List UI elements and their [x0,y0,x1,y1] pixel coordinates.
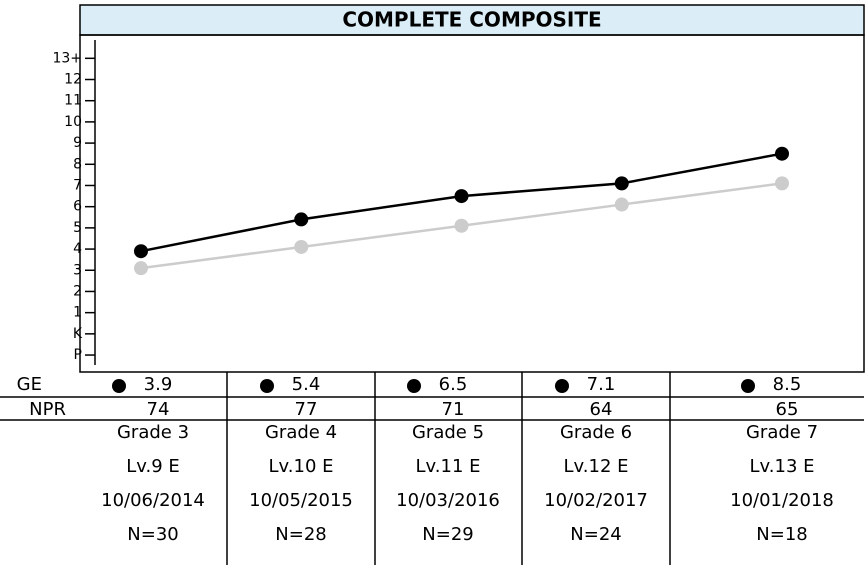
ge-bullet [260,379,274,393]
npr-value: 77 [295,399,318,420]
ge-value: 8.5 [773,374,802,395]
column-level: Lv.13 E [749,456,814,477]
column-grade: Grade 7 [746,422,818,443]
column-date: 10/06/2014 [101,490,205,511]
ge-value: 3.9 [144,374,173,395]
column-date: 10/02/2017 [544,490,648,511]
point [775,176,789,191]
y-tick-label: 7 [73,177,82,193]
row-label: GE [17,374,42,395]
npr-value: 64 [590,399,613,420]
y-tick-label: 9 [73,135,82,151]
y-tick-label: 4 [73,241,82,257]
column-n: N=18 [756,524,807,545]
ge-bullet [407,379,421,393]
point [294,212,309,227]
npr-value: 65 [776,399,799,420]
plot-frame [79,34,865,373]
column-grade: Grade 4 [265,422,337,443]
y-tick-label: 2 [73,283,82,299]
column-level: Lv.10 E [268,456,333,477]
point [294,239,309,254]
y-tick-label: 8 [73,156,82,172]
y-tick-label: 12 [64,72,82,88]
ge-bullet [741,379,755,393]
ge-value: 6.5 [439,374,468,395]
y-tick-label: 1 [73,305,82,321]
point [454,189,469,204]
point [775,146,789,161]
column-n: N=30 [127,524,178,545]
column-date: 10/01/2018 [730,490,834,511]
ge-value: 5.4 [292,374,321,395]
y-tick-label: 5 [73,220,82,236]
y-tick-label: 3 [73,262,82,278]
column-n: N=28 [275,524,326,545]
npr-value: 74 [147,399,170,420]
y-tick-label: 10 [64,114,82,130]
column-level: Lv.12 E [563,456,628,477]
column-date: 10/05/2015 [249,490,353,511]
y-tick-label: 11 [64,93,82,109]
column-date: 10/03/2016 [396,490,500,511]
column-n: N=24 [570,524,621,545]
column-grade: Grade 3 [117,422,189,443]
point [614,176,629,191]
npr-value: 71 [442,399,465,420]
y-tick-label: P [74,347,82,363]
point [454,218,469,233]
column-level: Lv.11 E [415,456,480,477]
y-tick-label: K [73,326,83,342]
row-label: NPR [29,399,66,420]
ge-value: 7.1 [587,374,616,395]
column-n: N=29 [422,524,473,545]
ge-bullet [555,379,569,393]
chart-title: COMPLETE COMPOSITE [342,8,601,32]
y-tick-label: 13+ [52,50,82,66]
point [134,261,148,276]
point [134,244,148,259]
title-box [79,4,865,36]
column-grade: Grade 5 [412,422,484,443]
y-tick-label: 6 [73,199,82,215]
column-level: Lv.9 E [126,456,180,477]
column-grade: Grade 6 [560,422,632,443]
point [614,197,629,212]
ge-bullet [112,379,126,393]
